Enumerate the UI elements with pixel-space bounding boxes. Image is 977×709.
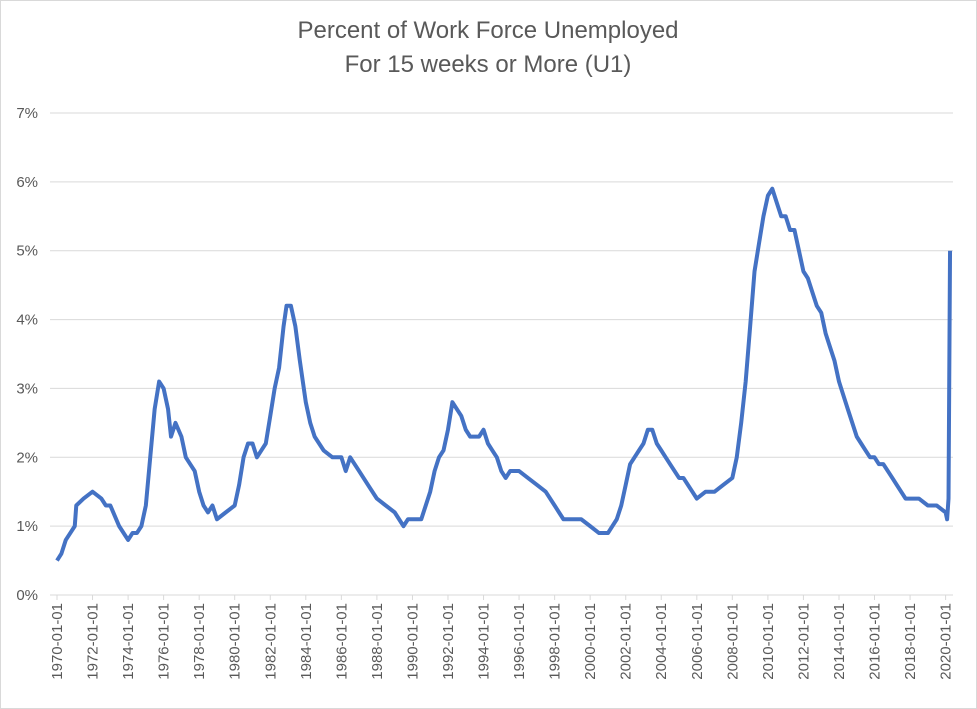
x-tick-label: 1988-01-01 <box>369 603 386 680</box>
x-tick-label: 2000-01-01 <box>582 603 599 680</box>
x-tick-label: 1990-01-01 <box>404 603 421 680</box>
x-tick-label: 2006-01-01 <box>689 603 706 680</box>
x-tick-label: 2002-01-01 <box>618 603 635 680</box>
x-tick-label: 2018-01-01 <box>902 603 919 680</box>
x-tick-label: 1992-01-01 <box>440 603 457 680</box>
y-tick-label: 2% <box>16 449 38 466</box>
x-tick-label: 1974-01-01 <box>120 603 137 680</box>
x-tick-label: 1978-01-01 <box>191 603 208 680</box>
x-tick-label: 1972-01-01 <box>85 603 102 680</box>
x-tick-label: 1970-01-01 <box>49 603 66 680</box>
x-tick-label: 2014-01-01 <box>831 603 848 680</box>
y-tick-label: 7% <box>16 105 38 122</box>
x-tick-label: 2016-01-01 <box>867 603 884 680</box>
y-tick-label: 0% <box>16 587 38 604</box>
x-tick-label: 1994-01-01 <box>476 603 493 680</box>
x-tick-label: 2010-01-01 <box>760 603 777 680</box>
x-tick-label: 2004-01-01 <box>653 603 670 680</box>
x-tick-label: 1984-01-01 <box>298 603 315 680</box>
x-tick-label: 1998-01-01 <box>547 603 564 680</box>
y-tick-label: 3% <box>16 380 38 397</box>
x-tick-label: 2012-01-01 <box>795 603 812 680</box>
x-tick-label: 1976-01-01 <box>156 603 173 680</box>
data-line <box>55 186 953 562</box>
chart-title: Percent of Work Force Unemployed <box>297 17 678 44</box>
x-tick-label: 1980-01-01 <box>227 603 244 680</box>
x-tick-label: 1996-01-01 <box>511 603 528 680</box>
x-tick-label: 2008-01-01 <box>724 603 741 680</box>
y-tick-label: 1% <box>16 518 38 535</box>
y-tick-label: 6% <box>16 174 38 191</box>
x-tick-label: 1982-01-01 <box>262 603 279 680</box>
x-tick-label: 1986-01-01 <box>333 603 350 680</box>
y-tick-label: 5% <box>16 243 38 260</box>
chart-title: For 15 weeks or More (U1) <box>345 51 632 78</box>
y-tick-label: 4% <box>16 312 38 329</box>
x-tick-label: 2020-01-01 <box>938 603 955 680</box>
